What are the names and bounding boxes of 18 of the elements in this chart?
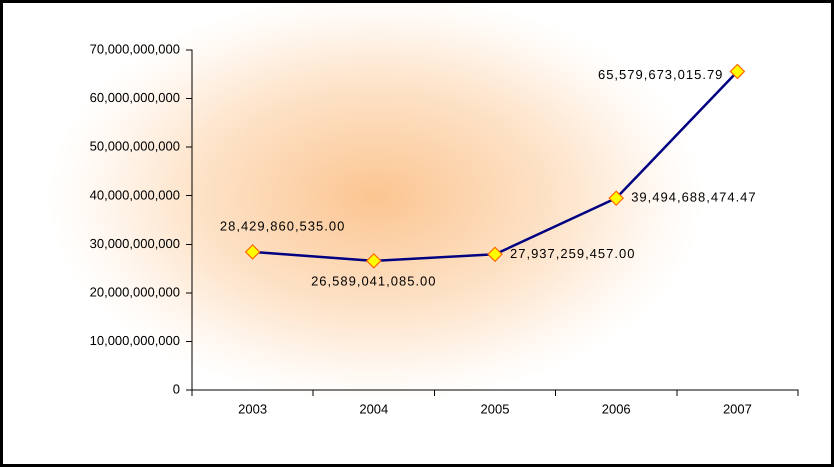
data-label: 27,937,259,457.00 [510,246,636,261]
y-tick-label: 50,000,000,000 [90,138,180,154]
y-tick-label: 30,000,000,000 [90,236,180,251]
y-tick-label: 10,000,000,000 [90,333,180,348]
y-tick-label: 60,000,000,000 [90,90,180,106]
x-tick-label: 2003 [238,401,268,416]
y-tick-label: 40,000,000,000 [90,187,180,202]
x-tick-label: 2006 [602,401,631,416]
data-label: 65,579,673,015.79 [598,67,724,82]
x-tick-label: 2005 [480,401,510,416]
y-tick-label: 0 [172,382,180,397]
data-label: 28,429,860,535.00 [220,218,346,234]
x-tick-label: 2004 [359,401,388,416]
data-label: 39,494,688,474.47 [631,190,757,205]
y-tick-label: 20,000,000,000 [90,284,180,300]
data-label: 26,589,041,085.00 [311,273,437,288]
x-tick-label: 2007 [722,401,752,416]
y-tick-label: 70,000,000,000 [90,42,180,57]
